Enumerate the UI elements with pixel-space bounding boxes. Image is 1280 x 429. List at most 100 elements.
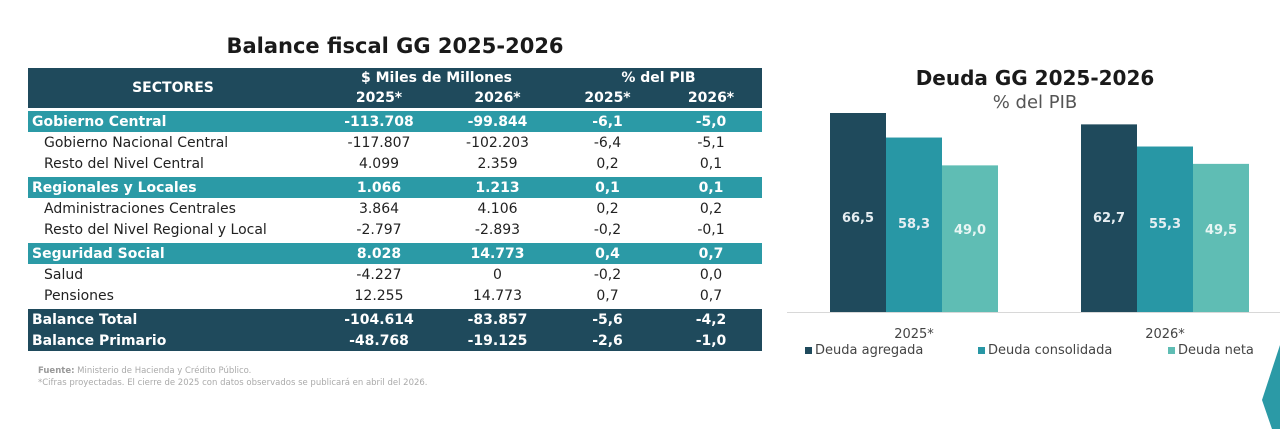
row-label: Seguridad Social [28, 243, 318, 264]
row-label: Gobierno Nacional Central [44, 134, 229, 151]
row-value: 1.213 [440, 177, 555, 198]
row-value: -19.125 [440, 330, 555, 351]
row-value: -4,2 [660, 309, 762, 330]
row-value: 0,7 [699, 287, 723, 304]
source-text: Ministerio de Hacienda y Crédito Público… [74, 366, 252, 376]
header-sectors: SECTORES [28, 68, 318, 108]
row-value: -4.227 [356, 266, 402, 283]
row-value: -2,6 [555, 330, 660, 351]
row-value: 14.773 [440, 243, 555, 264]
row-value: 2.359 [477, 155, 518, 172]
data-label: 66,5 [842, 211, 874, 226]
row-value: 0,2 [699, 200, 723, 217]
fiscal-balance-table: SECTORES $ Miles de Millones % del PIB 2… [28, 68, 762, 351]
table-row: Balance Primario -48.768 -19.125 -2,6 -1,0 [28, 330, 762, 351]
legend-swatch [978, 347, 985, 354]
data-label: 49,5 [1205, 223, 1237, 238]
table-row: Gobierno Nacional Central -117.807 -102.20… [28, 132, 762, 153]
bar [1081, 124, 1137, 312]
projection-note: *Cifras proyectadas. El cierre de 2025 c… [38, 378, 428, 388]
row-label: Pensiones [44, 287, 114, 304]
table-row: Resto del Nivel Regional y Local -2.797 -2… [28, 219, 762, 240]
table-row: Seguridad Social 8.028 14.773 0,4 0,7 [28, 243, 762, 264]
row-value: -83.857 [440, 309, 555, 330]
header-year: 2025* [555, 88, 660, 108]
row-value: -2.797 [356, 221, 402, 238]
row-value: -2.893 [474, 221, 521, 238]
bar [886, 137, 942, 312]
row-value: -0,1 [697, 221, 725, 238]
legend-item: Deuda agregada [805, 343, 923, 358]
table-row: Salud -4.227 0 -0,2 0,0 [28, 264, 762, 285]
data-label: 62,7 [1093, 211, 1125, 226]
footnotes: Fuente: Ministerio de Hacienda y Crédito… [38, 365, 428, 389]
bar [1137, 146, 1193, 312]
row-value: -113.708 [318, 111, 440, 132]
row-value: 4.106 [477, 200, 518, 217]
row-label: Balance Primario [28, 330, 318, 351]
row-value: 0,4 [555, 243, 660, 264]
header-pib: % del PIB [555, 68, 762, 88]
bar [1193, 163, 1249, 312]
row-value: 14.773 [473, 287, 522, 304]
row-value: 8.028 [318, 243, 440, 264]
chart-title: Deuda GG 2025-2026 [915, 66, 1155, 90]
x-tick-label: 2026* [1145, 327, 1185, 342]
x-tick-label: 2025* [894, 327, 934, 342]
legend-item: Deuda neta [1168, 343, 1254, 358]
header-year: 2026* [660, 88, 762, 108]
table-row: Regionales y Locales 1.066 1.213 0,1 0,1 [28, 177, 762, 198]
row-label: Resto del Nivel Regional y Local [44, 221, 267, 238]
table-row: Balance Total -104.614 -83.857 -5,6 -4,2 [28, 309, 762, 330]
row-label: Regionales y Locales [28, 177, 318, 198]
header-miles-millones: $ Miles de Millones [318, 68, 555, 88]
row-value: 4.099 [358, 155, 400, 172]
header-year: 2025* [318, 88, 440, 108]
table-title: Balance fiscal GG 2025-2026 [226, 34, 564, 58]
table-row: Administraciones Centrales 3.864 4.106 0,2 0… [28, 198, 762, 219]
row-value: 0,2 [596, 155, 619, 172]
table-row: Pensiones 12.255 14.773 0,7 0,7 [28, 285, 762, 306]
row-value: 0,1 [660, 177, 762, 198]
row-value: -5,0 [660, 111, 762, 132]
bar [942, 165, 998, 312]
legend-item: Deuda consolidada [978, 343, 1112, 358]
row-label: Administraciones Centrales [44, 200, 236, 217]
source-label: Fuente: [38, 366, 75, 376]
row-value: 0,1 [699, 155, 723, 172]
row-value: -117.807 [347, 134, 411, 151]
table-row: Resto del Nivel Central 4.099 2.359 0,2 0,1 [28, 153, 762, 174]
row-value: -102.203 [466, 134, 529, 151]
row-value: 0,2 [596, 200, 619, 217]
legend-label: Deuda neta [1178, 343, 1254, 358]
row-value: -0,2 [593, 266, 622, 283]
decorative-shape [1262, 345, 1280, 429]
row-value: -5,6 [555, 309, 660, 330]
row-value: -6,1 [555, 111, 660, 132]
legend-swatch [805, 347, 812, 354]
data-label: 55,3 [1149, 217, 1181, 232]
row-value: 0,7 [596, 287, 619, 304]
bar [830, 113, 886, 312]
row-value: 3.864 [358, 200, 400, 217]
table-row: Gobierno Central -113.708 -99.844 -6,1 -5,0 [28, 111, 762, 132]
header-year: 2026* [440, 88, 555, 108]
row-label: Balance Total [28, 309, 318, 330]
row-value: 12.255 [354, 287, 404, 304]
row-value: -5,1 [697, 134, 725, 151]
row-value: -48.768 [318, 330, 440, 351]
legend-label: Deuda consolidada [988, 343, 1113, 358]
data-label: 49,0 [954, 223, 986, 238]
row-value: 1.066 [318, 177, 440, 198]
row-value: 0,1 [555, 177, 660, 198]
row-value: 0,0 [699, 266, 723, 283]
row-value: -104.614 [318, 309, 440, 330]
row-label: Salud [44, 266, 84, 283]
row-value: 0 [493, 266, 502, 283]
row-value: -6,4 [593, 134, 622, 151]
row-value: -1,0 [660, 330, 762, 351]
legend-swatch [1168, 347, 1175, 354]
row-value: -0,2 [593, 221, 622, 238]
legend-label: Deuda agregada [815, 343, 924, 358]
